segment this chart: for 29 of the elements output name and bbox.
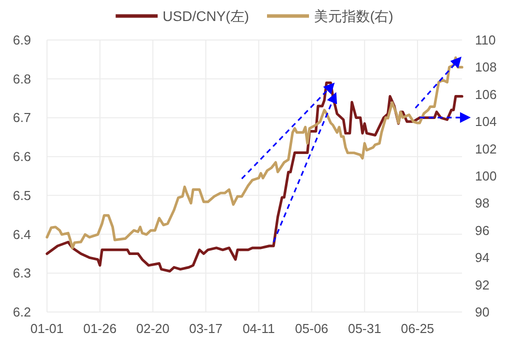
x-tick-label: 04-11 <box>242 321 275 336</box>
y2-tick-label: 104 <box>475 114 497 130</box>
x-tick-label: 05-31 <box>348 321 382 336</box>
y-tick-label: 6.8 <box>12 71 31 86</box>
y-tick-label: 6.9 <box>12 32 31 48</box>
y2-tick-label: 98 <box>475 196 490 211</box>
y-tick-label: 6.2 <box>12 304 31 320</box>
y2-tick-label: 102 <box>475 141 497 156</box>
y-tick-label: 6.3 <box>12 266 31 281</box>
x-tick-label: 06-25 <box>400 321 434 336</box>
x-tick-label: 03-17 <box>189 321 222 336</box>
y2-tick-label: 96 <box>475 222 490 238</box>
y2-tick-label: 94 <box>475 250 490 266</box>
y2-tick-label: 90 <box>475 304 490 320</box>
y-tick-label: 6.5 <box>12 188 31 203</box>
y-tick-label: 6.6 <box>12 149 31 164</box>
y2-tick-label: 92 <box>475 277 490 292</box>
legend-label: USD/CNY(左) <box>162 8 250 24</box>
y2-tick-label: 110 <box>475 32 496 48</box>
y2-tick-label: 100 <box>475 168 497 184</box>
x-tick-label: 01-26 <box>83 321 117 336</box>
y2-tick-label: 108 <box>475 60 497 75</box>
x-tick-label: 01-01 <box>30 321 64 336</box>
y-tick-label: 6.7 <box>12 110 31 126</box>
y-tick-label: 6.4 <box>12 226 31 242</box>
x-tick-label: 02-20 <box>136 321 170 336</box>
x-tick-label: 05-06 <box>295 321 328 336</box>
y2-tick-label: 106 <box>475 86 497 102</box>
legend-label: 美元指数(右) <box>314 8 394 24</box>
